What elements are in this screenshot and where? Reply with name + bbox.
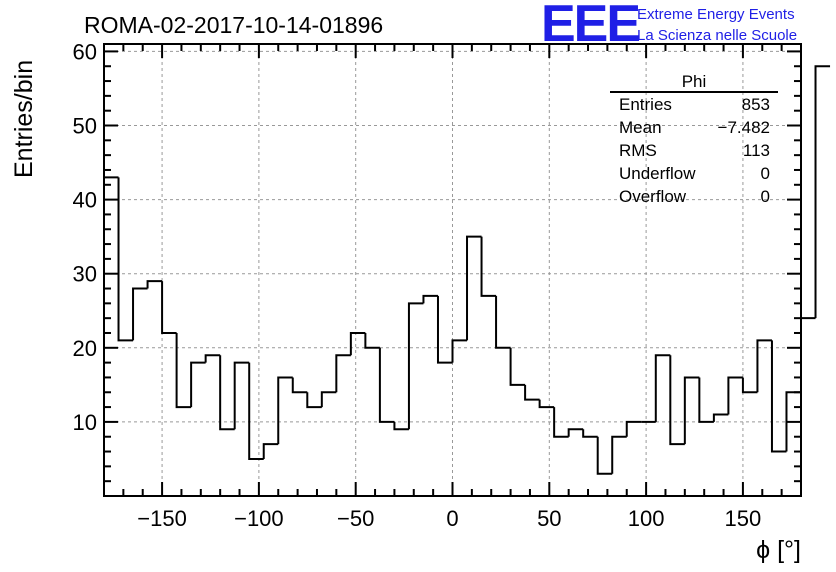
histogram-bin	[480, 236, 497, 297]
histogram-bin	[553, 407, 569, 438]
stats-label-overflow: Overflow	[619, 187, 687, 206]
histogram-bin	[262, 443, 279, 459]
histogram-bin	[161, 281, 177, 334]
histogram-bin	[625, 420, 642, 437]
histogram-bin	[800, 317, 816, 393]
stats-value-mean: −7.482	[718, 118, 770, 137]
x-axis-label: ϕ [°]	[756, 536, 801, 564]
histogram-bin	[132, 287, 148, 341]
axis-ticks	[103, 44, 802, 496]
histogram-bin	[233, 361, 250, 430]
histogram-bin	[538, 399, 555, 409]
y-tick-label: 50	[73, 114, 97, 139]
stats-label-underflow: Underflow	[619, 164, 696, 183]
histogram-bin	[393, 421, 409, 431]
logo-line-2: La Scienza nelle Scuole	[637, 27, 797, 44]
histogram-bin	[466, 235, 482, 341]
x-tick-label: −100	[234, 506, 284, 531]
histogram-bin	[509, 347, 526, 386]
grid-lines	[104, 44, 801, 496]
histogram-bin	[146, 280, 163, 289]
x-tick-label: 100	[628, 506, 665, 531]
axis-tick-labels: −150 −100 −50 0 50 100 150 10 20 30 40 50 60	[73, 39, 762, 531]
histogram-bin	[756, 339, 772, 393]
histogram-bin	[291, 377, 308, 394]
histogram-bin	[567, 428, 584, 437]
histogram-bin	[524, 384, 540, 401]
histogram-bin	[364, 332, 380, 349]
y-tick-label: 30	[73, 262, 97, 287]
histogram-bin	[582, 429, 598, 438]
histogram-bin	[117, 177, 134, 342]
y-tick-label: 10	[73, 410, 97, 435]
histogram-bin	[770, 340, 787, 453]
histogram-bin	[335, 354, 351, 393]
histogram-bin	[277, 376, 293, 445]
histogram-bin	[727, 376, 743, 415]
histogram-bin	[712, 413, 729, 422]
histogram-bin	[451, 339, 468, 363]
histogram-bin	[683, 376, 700, 445]
stats-value-overflow: 0	[761, 187, 770, 206]
histogram-bin	[814, 65, 831, 319]
stats-label-rms: RMS	[619, 141, 657, 160]
histogram-bin	[436, 295, 453, 364]
stats-value-underflow: 0	[761, 164, 770, 183]
stats-label-entries: Entries	[619, 95, 672, 114]
histogram-bin	[378, 347, 395, 423]
y-tick-label: 40	[73, 188, 97, 213]
chart-title: ROMA-02-2017-10-14-01896	[84, 12, 383, 38]
stats-value-rms: 113	[743, 141, 770, 160]
y-axis-label: Entries/bin	[10, 60, 38, 178]
x-tick-label: −150	[137, 506, 187, 531]
histogram-bin	[204, 354, 221, 363]
stats-value-entries: 853	[742, 95, 770, 114]
x-tick-label: −50	[337, 506, 374, 531]
x-tick-label: 150	[725, 506, 762, 531]
histogram-bin	[741, 377, 758, 394]
histogram-bin	[219, 355, 235, 431]
histogram-bin	[596, 436, 613, 475]
histogram-bin	[306, 392, 322, 409]
plot-frame	[103, 43, 802, 497]
y-tick-label: 60	[73, 39, 97, 64]
x-tick-label: 50	[537, 506, 561, 531]
stats-label-mean: Mean	[619, 118, 662, 137]
histogram-bin	[495, 295, 511, 349]
histogram-bin	[669, 355, 685, 446]
stats-title: Phi	[682, 72, 707, 91]
logo-line-1: Extreme Energy Events	[637, 6, 795, 23]
histogram-bin	[349, 331, 366, 356]
histogram-bin	[422, 294, 438, 304]
histogram-bin	[175, 332, 192, 409]
x-tick-label: 0	[446, 506, 458, 531]
histogram-bin	[103, 176, 119, 496]
histogram-bin	[407, 302, 424, 430]
histogram-bin	[248, 362, 264, 460]
stats-box: Phi Entries 853 Mean −7.482 RMS 113 Unde…	[610, 72, 778, 206]
histogram-bin	[654, 354, 671, 422]
y-tick-label: 20	[73, 336, 97, 361]
eee-logo: EEE	[541, 0, 639, 53]
histogram-bin	[611, 435, 627, 474]
histogram-bin	[190, 361, 206, 408]
histogram-bin	[320, 391, 337, 408]
histogram-bin	[698, 377, 714, 423]
